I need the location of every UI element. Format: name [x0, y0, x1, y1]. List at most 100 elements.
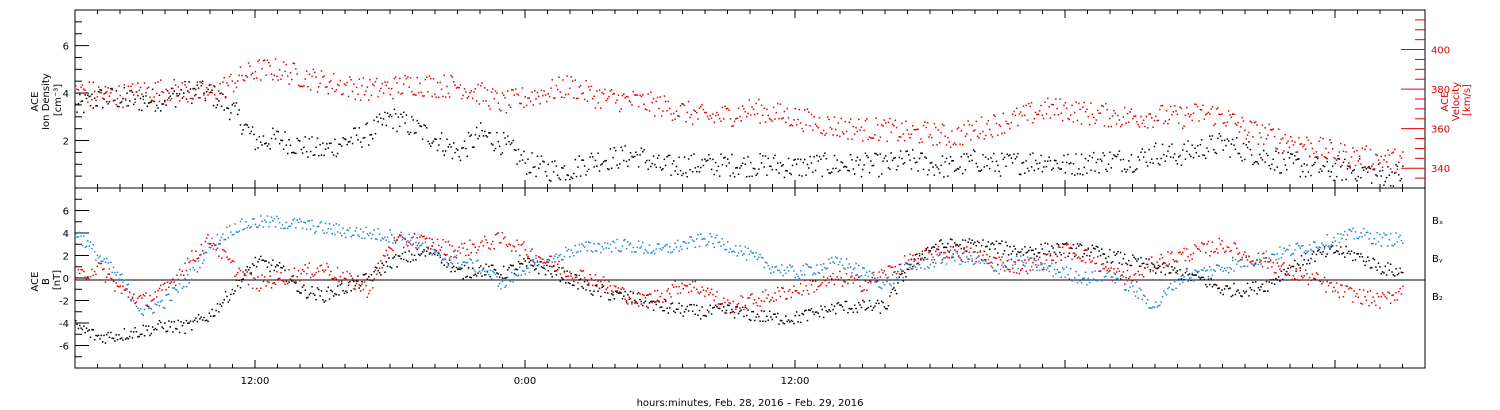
velocity-point [246, 76, 248, 78]
by-point [1313, 241, 1315, 243]
bz-point [828, 281, 830, 284]
by-point [327, 228, 329, 230]
velocity-point [1164, 120, 1166, 122]
by-point [917, 261, 919, 264]
ion-density-point [405, 114, 408, 116]
velocity-point [1367, 166, 1369, 169]
velocity-point [401, 92, 404, 94]
by-point [1223, 267, 1226, 270]
velocity-point [1250, 121, 1253, 124]
ion-density-point [1044, 160, 1046, 162]
bx-point [145, 325, 147, 327]
by-point [99, 255, 101, 257]
by-point [1203, 267, 1206, 269]
ion-density-point [300, 148, 302, 151]
ion-density-point [1333, 179, 1335, 182]
bx-point [826, 311, 829, 313]
velocity-point [862, 140, 864, 142]
velocity-point [112, 100, 115, 102]
velocity-point [1179, 106, 1181, 108]
ion-density-point [465, 147, 467, 150]
velocity-point [704, 111, 706, 114]
ion-density-point [667, 154, 670, 157]
bx-point [602, 285, 605, 287]
ion-density-point [740, 165, 742, 167]
bz-point [636, 292, 639, 295]
ion-density-point [858, 164, 860, 166]
ion-density-point [1335, 175, 1338, 178]
bz-point [180, 274, 182, 276]
ion-density-point [917, 170, 919, 172]
bx-point [1163, 262, 1165, 264]
by-point [296, 219, 298, 221]
bx-point [319, 295, 321, 297]
bx-point [424, 255, 427, 257]
velocity-point [504, 97, 506, 99]
bz-point [135, 301, 138, 303]
velocity-point [744, 111, 747, 113]
bz-point [793, 285, 795, 287]
velocity-point [235, 86, 238, 89]
bx-point [1036, 255, 1038, 257]
ion-density-point [154, 110, 157, 112]
ion-density-point [1395, 163, 1397, 166]
velocity-point [435, 96, 437, 99]
ion-density-point [1001, 152, 1003, 155]
by-point [120, 273, 123, 275]
bx-point [1106, 261, 1108, 263]
bx-point [170, 321, 173, 323]
ion-density-point [677, 173, 679, 175]
bx-point [1044, 242, 1046, 244]
bx-point [1041, 248, 1044, 250]
velocity-point [633, 94, 636, 96]
bz-point [239, 269, 242, 272]
by-point [253, 218, 255, 220]
velocity-point [709, 114, 711, 117]
ion-density-point [1260, 157, 1262, 159]
bx-point [115, 334, 117, 336]
bz-point [808, 293, 810, 295]
by-point [845, 258, 848, 260]
bx-point [102, 341, 104, 343]
velocity-point [427, 91, 429, 93]
velocity-point [334, 90, 336, 93]
bz-point [610, 290, 613, 292]
bx-point [97, 334, 100, 337]
bx-point [558, 266, 560, 269]
ion-density-point [1157, 162, 1160, 165]
bz-point [949, 246, 952, 248]
bz-point [79, 272, 81, 275]
ion-density-point [1242, 142, 1245, 145]
bx-point [1072, 244, 1075, 246]
bx-point [473, 274, 475, 277]
by-point [463, 261, 466, 263]
bz-point [843, 280, 845, 283]
ion-density-point [874, 152, 876, 155]
ion-density-point [377, 120, 379, 123]
by-point [269, 221, 271, 224]
by-point [75, 233, 77, 235]
by-point [908, 263, 910, 266]
bx-point [477, 272, 479, 274]
bz-point [782, 287, 784, 289]
velocity-point [204, 97, 207, 100]
ion-density-point [1295, 159, 1297, 161]
velocity-point [1033, 117, 1035, 120]
velocity-point [1352, 147, 1354, 149]
bx-point [1269, 279, 1272, 281]
ion-density-point [820, 158, 822, 160]
ion-density-point [1349, 167, 1351, 169]
bz-point [1070, 247, 1072, 249]
ion-density-point [1400, 178, 1403, 180]
by-point [1345, 238, 1347, 241]
bz-point [1065, 244, 1068, 246]
by-point [524, 273, 526, 275]
bx-point [717, 307, 720, 309]
by-point [1321, 242, 1323, 244]
velocity-point [404, 74, 406, 77]
bx-point [314, 294, 316, 296]
velocity-point [550, 87, 552, 89]
bx-point [1345, 245, 1347, 248]
velocity-point [368, 99, 370, 101]
ion-density-point [1264, 161, 1266, 163]
